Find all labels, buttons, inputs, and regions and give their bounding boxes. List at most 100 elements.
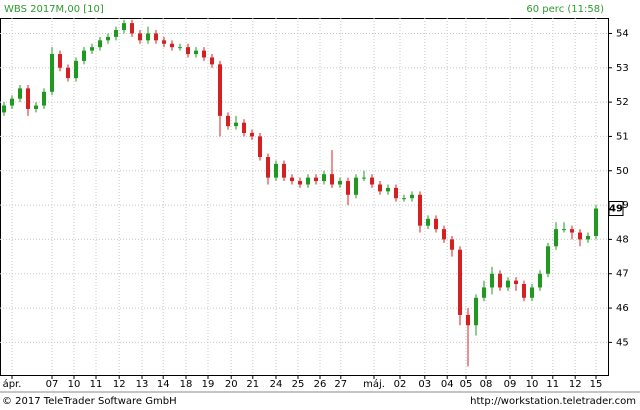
candle-body bbox=[378, 184, 382, 192]
candle-body bbox=[506, 280, 510, 288]
candle-body bbox=[274, 163, 278, 178]
candle-body bbox=[402, 198, 406, 200]
y-tick-label: 48 bbox=[616, 234, 629, 245]
x-tick-label: ápr. bbox=[3, 378, 22, 390]
candle-body bbox=[226, 115, 230, 127]
candle-body bbox=[74, 60, 78, 79]
x-tick-label: 10 bbox=[526, 379, 539, 390]
x-tick-label: máj. bbox=[363, 378, 385, 390]
candle-body bbox=[386, 187, 390, 192]
x-tick-label: 10 bbox=[68, 379, 81, 390]
y-tick-label: 51 bbox=[616, 131, 629, 142]
candle-body bbox=[306, 177, 310, 185]
candle-body bbox=[138, 33, 142, 41]
candle-body bbox=[434, 218, 438, 230]
y-tick-label: 46 bbox=[616, 303, 629, 314]
candle-body bbox=[194, 50, 198, 55]
candle-body bbox=[338, 181, 342, 185]
candle-body bbox=[290, 177, 294, 182]
candle-body bbox=[354, 177, 358, 195]
candle-body bbox=[82, 50, 86, 61]
y-tick-label: 53 bbox=[616, 63, 629, 74]
x-tick-label: 05 bbox=[460, 379, 473, 390]
candle-body bbox=[498, 273, 502, 288]
plot-area bbox=[0, 18, 609, 376]
candle-body bbox=[490, 273, 494, 288]
y-tick-label: 50 bbox=[616, 166, 629, 177]
candle-body bbox=[218, 64, 222, 116]
x-tick-label: 27 bbox=[334, 379, 347, 390]
candle-body bbox=[10, 98, 14, 106]
candle-body bbox=[562, 229, 566, 231]
x-tick-label: 18 bbox=[180, 379, 193, 390]
x-tick-label: 21 bbox=[246, 379, 259, 390]
x-tick-label: 04 bbox=[441, 379, 454, 390]
x-tick-label: 08 bbox=[480, 379, 493, 390]
candle-body bbox=[418, 194, 422, 226]
candle-body bbox=[450, 239, 454, 250]
candle-body bbox=[202, 50, 206, 58]
candle-body bbox=[50, 54, 54, 92]
candle-body bbox=[522, 284, 526, 298]
candle-body bbox=[90, 47, 94, 51]
x-tick-label: 19 bbox=[202, 379, 215, 390]
candle-body bbox=[578, 232, 582, 240]
candle-body bbox=[186, 47, 190, 55]
x-tick-label: 20 bbox=[225, 379, 238, 390]
last-price-box bbox=[608, 201, 624, 217]
x-tick-label: 11 bbox=[90, 379, 103, 390]
candle-body bbox=[178, 47, 182, 49]
interval: 60 perc (11:58) bbox=[526, 4, 604, 15]
candle-body bbox=[322, 174, 326, 182]
candle-body bbox=[482, 287, 486, 298]
x-tick-label: 11 bbox=[546, 379, 559, 390]
candle-body bbox=[458, 249, 462, 315]
candle-body bbox=[282, 163, 286, 178]
candle-body bbox=[442, 229, 446, 240]
x-tick-label: 02 bbox=[394, 379, 407, 390]
candle-body bbox=[162, 40, 166, 44]
x-tick-label: 15 bbox=[590, 379, 603, 390]
candle-body bbox=[546, 246, 550, 274]
candle-body bbox=[586, 235, 590, 240]
candle-body bbox=[594, 208, 598, 236]
y-tick-label: 47 bbox=[616, 269, 629, 280]
candle-body bbox=[250, 132, 254, 137]
candle-body bbox=[266, 157, 270, 178]
candle-body bbox=[122, 23, 126, 31]
candle-body bbox=[426, 218, 430, 226]
x-tick-label: 25 bbox=[292, 379, 305, 390]
candle-body bbox=[66, 67, 70, 79]
y-tick-label: 45 bbox=[616, 337, 629, 348]
candle-body bbox=[410, 194, 414, 199]
candle-body bbox=[42, 91, 46, 106]
candle-body bbox=[330, 174, 334, 185]
candle-body bbox=[98, 40, 102, 48]
x-tick-label: 26 bbox=[314, 379, 327, 390]
x-tick-label: 03 bbox=[418, 379, 431, 390]
candle-body bbox=[26, 88, 30, 109]
candle-body bbox=[34, 105, 38, 109]
x-tick-label: 12 bbox=[569, 379, 582, 390]
candle-body bbox=[538, 273, 542, 288]
candle-body bbox=[362, 177, 366, 179]
x-tick-label: 07 bbox=[46, 379, 59, 390]
candle-body bbox=[530, 287, 534, 298]
candle-body bbox=[570, 229, 574, 233]
candle-body bbox=[346, 181, 350, 195]
candle-body bbox=[314, 177, 318, 182]
candle-body bbox=[146, 33, 150, 41]
footer-left: © 2017 TeleTrader Software GmbH bbox=[2, 396, 177, 407]
candle-body bbox=[170, 43, 174, 48]
candle-body bbox=[2, 105, 6, 113]
candle-body bbox=[154, 33, 158, 41]
x-tick-label: 13 bbox=[136, 379, 149, 390]
candle-body bbox=[298, 181, 302, 185]
candle-body bbox=[466, 314, 470, 326]
candle-body bbox=[394, 187, 398, 199]
x-tick-label: 12 bbox=[113, 379, 126, 390]
chart-title: WBS 2017M,00 [10] bbox=[4, 4, 104, 15]
candle-body bbox=[210, 57, 214, 65]
candle-body bbox=[258, 136, 262, 158]
